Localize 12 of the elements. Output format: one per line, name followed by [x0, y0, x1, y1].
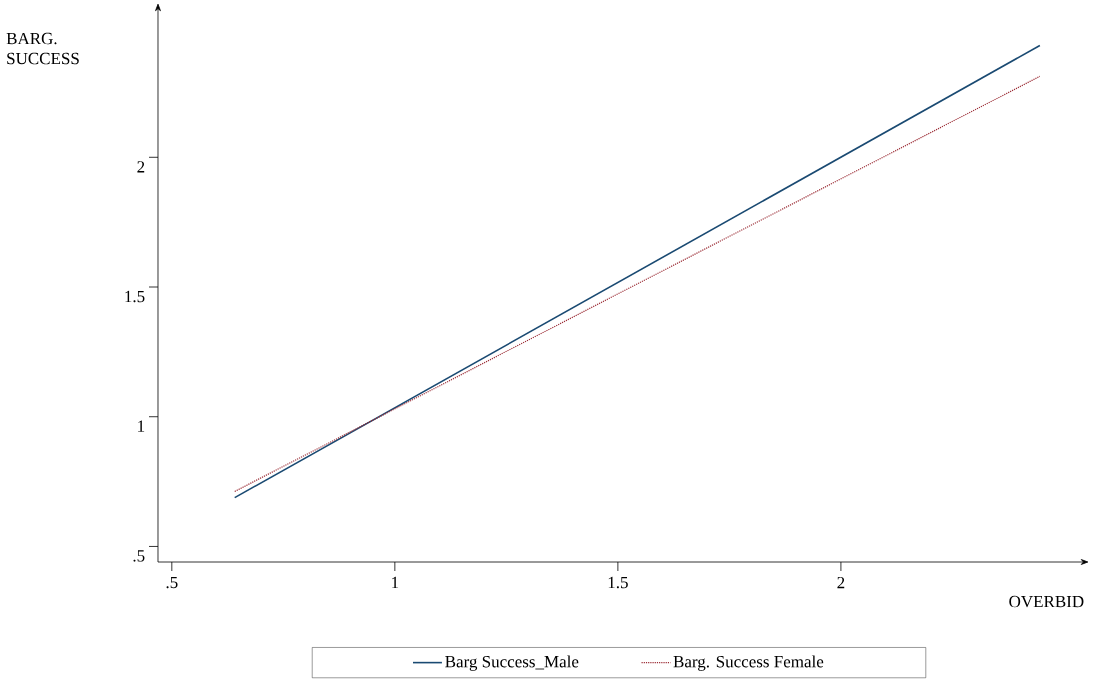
x-axis-title: OVERBID: [1009, 595, 1084, 608]
y-axis-title: BARG. SUCCESS: [6, 32, 79, 65]
legend-label: Barg. Success Female: [673, 655, 824, 671]
y-tick-label: 1: [138, 420, 145, 432]
legend-label: Barg Success_Male: [445, 655, 579, 671]
y-tick-label: 1.5: [125, 290, 145, 303]
x-tick-label: 1: [392, 576, 399, 589]
x-tick-label: .5: [166, 576, 178, 589]
y-tick-label: .5: [133, 550, 145, 562]
y-tick-label: 2: [137, 161, 145, 173]
x-tick-label: 1.5: [608, 576, 628, 589]
x-tick-label: 2: [837, 576, 845, 589]
